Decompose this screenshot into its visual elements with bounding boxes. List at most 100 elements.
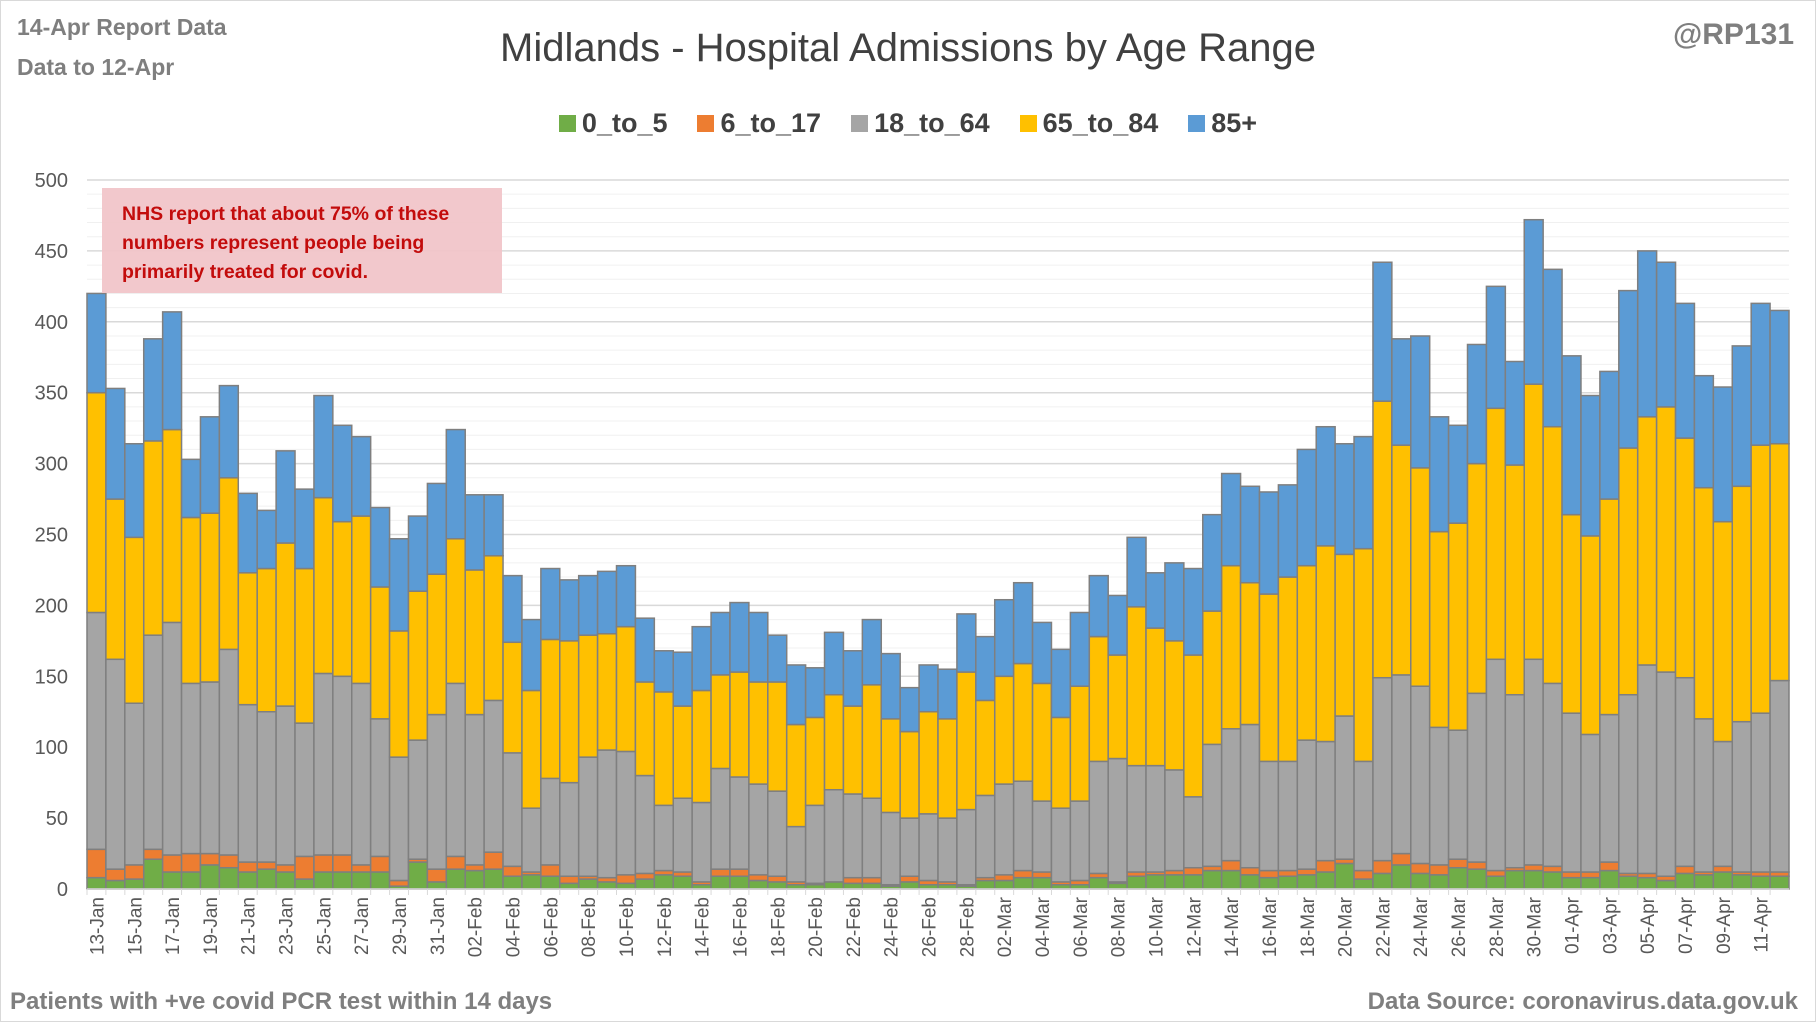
bar-segment-18_to_64 [105,658,126,870]
x-tick-label: 20-Feb [806,897,827,957]
x-tick-label: 26-Feb [920,897,941,957]
bar-segment-65_to_84 [351,515,372,685]
bar-segment-0_to_5 [256,868,277,890]
bar-segment-6_to_17 [1315,859,1336,873]
bar-segment-6_to_17 [748,874,769,882]
bar-segment-85+ [1220,472,1242,567]
bar-segment-18_to_64 [1334,715,1355,860]
x-tick-label: 08-Feb [579,897,600,957]
bar-segment-6_to_17 [86,848,107,879]
x-tick-label: 28-Feb [957,897,978,957]
y-tick-label: 50 [46,808,68,830]
x-tick-label: 22-Mar [1373,896,1394,957]
bar-segment-65_to_84 [1031,682,1053,802]
bar-segment-6_to_17 [1447,858,1469,869]
bar-segment-0_to_5 [1088,876,1109,890]
bar-segment-18_to_64 [218,648,240,856]
bar-segment-85+ [388,538,410,632]
bar-segment-0_to_5 [275,871,296,890]
bar-segment-0_to_5 [899,881,920,890]
bar-segment-6_to_17 [1372,859,1393,875]
bar-segment-18_to_64 [521,807,542,873]
bar-segment-85+ [748,611,769,683]
y-tick-label: 150 [35,666,68,688]
bar-segment-85+ [1126,536,1147,608]
y-tick-label: 0 [57,879,68,901]
bar-segment-0_to_5 [729,875,750,890]
bar-segment-0_to_5 [483,868,504,890]
bar-segment-65_to_84 [1069,685,1091,802]
bar-segment-85+ [275,450,296,544]
bar-segment-65_to_84 [540,638,561,780]
bar-segment-18_to_64 [1220,728,1242,862]
x-tick-label: 19-Jan [201,897,222,955]
bar-segment-65_to_84 [1391,444,1412,676]
bar-segment-65_to_84 [1012,662,1034,782]
bar-segment-0_to_5 [502,875,523,890]
bar-segment-0_to_5 [634,878,656,890]
bar-segment-0_to_5 [1315,871,1336,890]
x-tick-label: 10-Mar [1146,896,1167,957]
bar-segment-65_to_84 [672,705,693,799]
legend-swatch [1019,115,1037,132]
bar-segment-6_to_17 [256,861,277,870]
bar-segment-65_to_84 [823,693,845,791]
bar-segment-6_to_17 [710,868,731,877]
bar-segment-0_to_5 [105,879,126,890]
bar-segment-18_to_64 [785,825,807,883]
bar-segment-6_to_17 [332,854,353,873]
bar-segment-6_to_17 [218,854,240,869]
bar-segment-65_to_84 [1580,535,1601,736]
bar-segment-6_to_17 [842,876,864,885]
bar-segment-85+ [142,338,164,442]
bar-segment-65_to_84 [388,630,410,758]
bar-segment-65_to_84 [1126,606,1147,767]
bar-segment-0_to_5 [1372,872,1393,890]
bar-segment-6_to_17 [369,855,391,873]
bar-segment-18_to_64 [332,675,353,856]
bar-segment-0_to_5 [1542,871,1563,890]
bar-segment-18_to_64 [1239,723,1261,869]
bar-segment-85+ [653,650,674,693]
bar-segment-6_to_17 [294,855,315,880]
bar-segment-85+ [237,492,258,574]
x-tick-label: 03-Apr [1600,896,1621,954]
bar-segment-65_to_84 [332,520,353,678]
bar-segment-85+ [369,506,391,588]
bar-segment-65_to_84 [559,640,580,784]
bar-segment-85+ [1334,442,1355,556]
bar-segment-85+ [180,458,202,519]
bar-segment-0_to_5 [1523,869,1544,890]
bar-segment-18_to_64 [1126,764,1147,873]
x-tick-label: 04-Mar [1033,896,1054,957]
bar-segment-85+ [1561,355,1582,516]
bar-segment-65_to_84 [1769,442,1790,682]
bar-segment-65_to_84 [615,625,637,753]
x-tick-label: 10-Feb [617,897,638,957]
bar-segment-65_to_84 [842,705,864,795]
x-tick-label: 13-Jan [87,897,108,955]
bar-segment-65_to_84 [426,573,448,716]
bar-segment-6_to_17 [1183,866,1204,876]
bar-segment-18_to_64 [1580,733,1601,873]
bar-segment-0_to_5 [1636,876,1658,890]
bar-segment-0_to_5 [199,864,221,890]
bar-segment-6_to_17 [1599,861,1620,872]
x-tick-label: 11-Apr [1752,896,1773,952]
x-tick-label: 23-Jan [277,897,298,955]
bar-segment-85+ [1655,261,1677,408]
bar-segment-85+ [1296,448,1317,567]
bar-segment-0_to_5 [1391,864,1412,890]
bar-segment-6_to_17 [993,874,1015,882]
bar-segment-85+ [956,613,977,673]
bar-segment-85+ [1315,425,1336,547]
bar-segment-65_to_84 [1542,425,1563,685]
bar-segment-0_to_5 [124,878,145,890]
bar-segment-85+ [1542,268,1563,428]
bar-segment-65_to_84 [1447,522,1469,731]
y-tick-label: 100 [35,737,68,759]
bar-segment-0_to_5 [1031,876,1053,890]
bar-segment-18_to_64 [1069,800,1091,882]
bar-segment-0_to_5 [1164,874,1185,890]
